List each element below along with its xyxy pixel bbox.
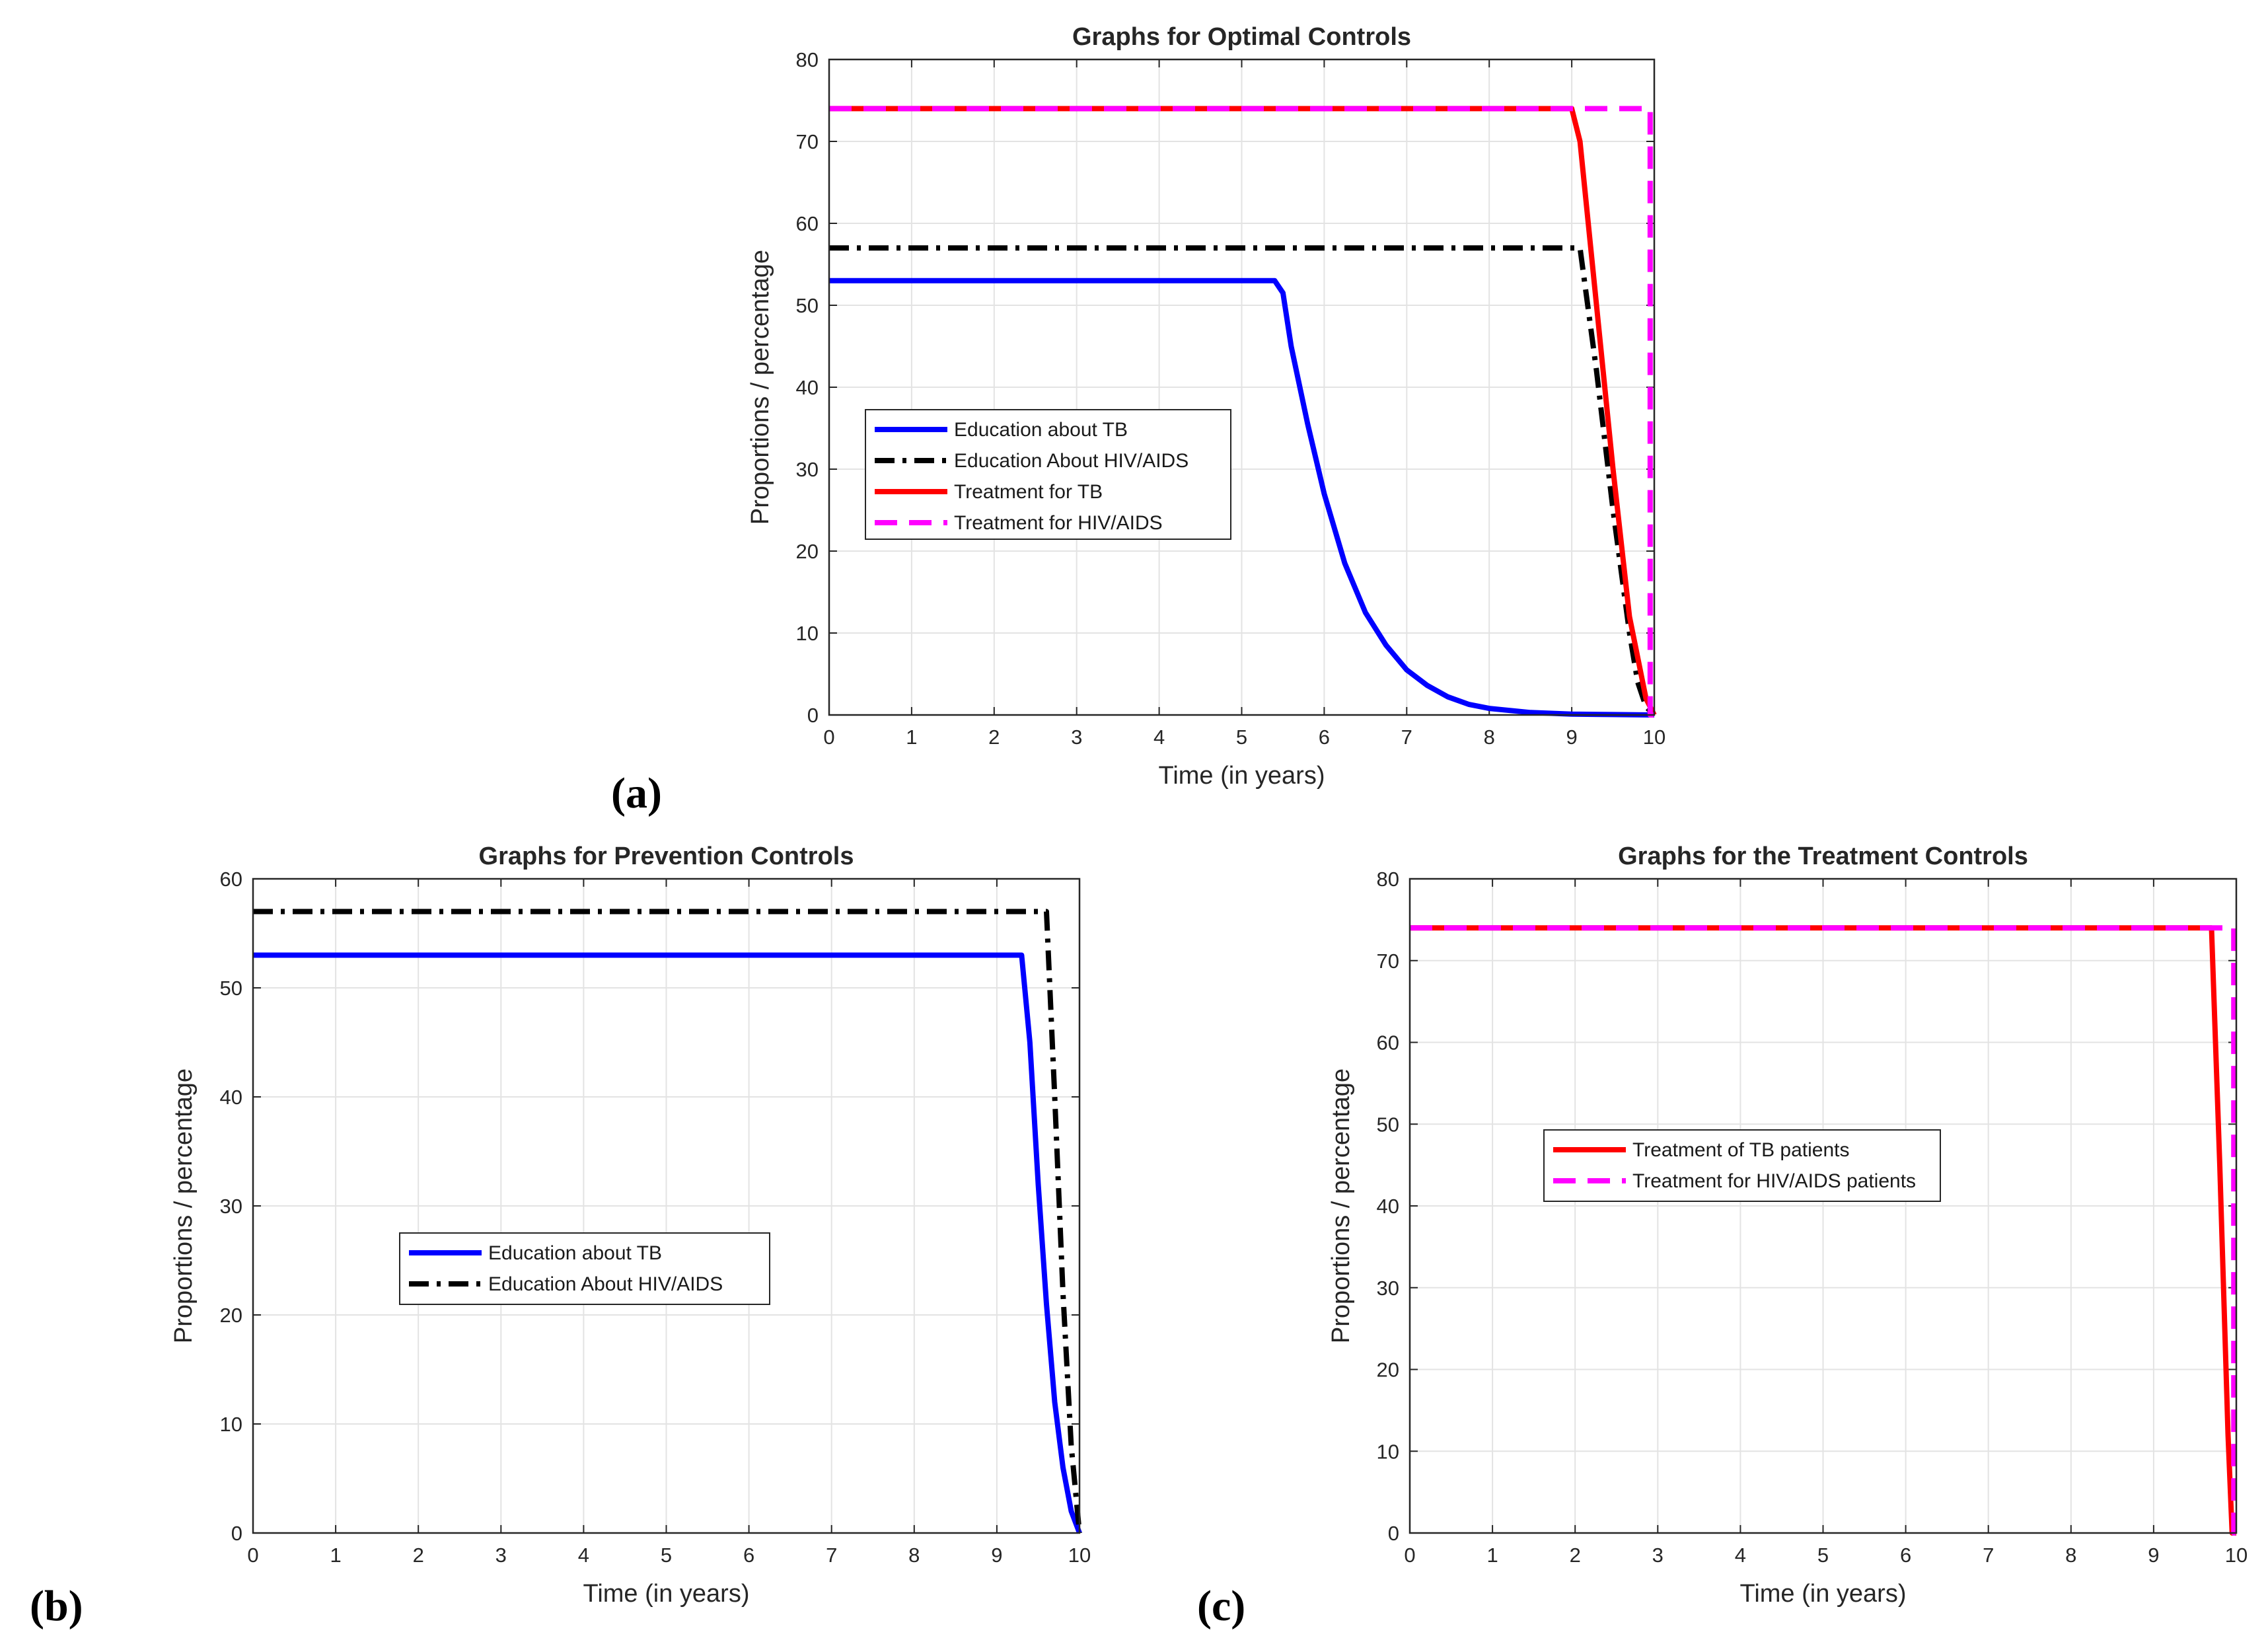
panel-label: (a) bbox=[611, 769, 662, 817]
x-axis-label: Time (in years) bbox=[583, 1580, 750, 1608]
y-tick-label: 50 bbox=[796, 294, 819, 317]
series-line-1 bbox=[253, 952, 1082, 1534]
y-tick-label: 60 bbox=[220, 868, 242, 891]
x-tick-label: 10 bbox=[2225, 1544, 2248, 1567]
y-tick-label: 30 bbox=[796, 458, 819, 481]
y-tick-label: 0 bbox=[807, 704, 819, 727]
legend: Education about TB Education About HIV/AI… bbox=[865, 409, 1231, 540]
y-tick-label: 10 bbox=[1377, 1440, 1399, 1463]
y-tick-label: 0 bbox=[231, 1522, 242, 1545]
x-tick-label: 3 bbox=[1071, 726, 1082, 749]
x-tick-label: 8 bbox=[908, 1544, 920, 1567]
y-axis-label: Proportions / percentage bbox=[1327, 1068, 1355, 1343]
x-tick-label: 4 bbox=[578, 1544, 589, 1567]
y-tick-label: 30 bbox=[220, 1195, 242, 1218]
x-tick-label: 6 bbox=[1900, 1544, 1911, 1567]
y-tick-label: 70 bbox=[796, 130, 819, 153]
x-tick-label: 0 bbox=[247, 1544, 258, 1567]
x-tick-label: 2 bbox=[413, 1544, 424, 1567]
x-tick-label: 1 bbox=[906, 726, 917, 749]
legend-box bbox=[399, 1232, 770, 1305]
x-tick-label: 9 bbox=[1566, 726, 1577, 749]
legend-entry-3: Treatment for TB bbox=[954, 481, 1103, 503]
chart-title: Graphs for the Treatment Controls bbox=[1618, 842, 2028, 870]
x-axis-label: Time (in years) bbox=[1740, 1580, 1907, 1608]
x-tick-label: 7 bbox=[1401, 726, 1412, 749]
y-tick-label: 10 bbox=[220, 1413, 242, 1436]
legend-entry-2: Education About HIV/AIDS bbox=[488, 1273, 723, 1295]
y-tick-label: 0 bbox=[1388, 1522, 1399, 1545]
x-tick-label: 8 bbox=[2065, 1544, 2076, 1567]
chart-title: Graphs for Optimal Controls bbox=[1072, 23, 1411, 51]
x-tick-label: 7 bbox=[826, 1544, 837, 1567]
y-tick-label: 20 bbox=[220, 1304, 242, 1327]
chart-c: 0 1 2 3 4 5 6 7 8 9 10 0 10 20 30 40 50 60 70 80 Graphs for … bbox=[1197, 842, 2248, 1630]
y-tick-label: 50 bbox=[1377, 1113, 1399, 1136]
x-tick-label: 0 bbox=[823, 726, 834, 749]
x-tick-label: 10 bbox=[1643, 726, 1665, 749]
x-tick-label: 5 bbox=[1817, 1544, 1829, 1567]
legend-entry-1: Treatment of TB patients bbox=[1632, 1139, 1850, 1161]
x-tick-label: 9 bbox=[2148, 1544, 2159, 1567]
y-tick-label: 10 bbox=[796, 622, 819, 645]
x-axis-label: Time (in years) bbox=[1159, 762, 1325, 790]
legend-entry-1: Education about TB bbox=[488, 1242, 662, 1264]
y-tick-label: 50 bbox=[220, 977, 242, 1000]
legend-box bbox=[1543, 1129, 1941, 1202]
y-tick-label: 30 bbox=[1377, 1277, 1399, 1300]
x-tick-label: 3 bbox=[495, 1544, 507, 1567]
x-tick-label: 6 bbox=[743, 1544, 754, 1567]
y-tick-label: 60 bbox=[1377, 1031, 1399, 1055]
legend-entry-2: Education About HIV/AIDS bbox=[954, 450, 1189, 472]
legend: Education about TB Education About HIV/AI… bbox=[399, 1232, 770, 1305]
x-tick-label: 1 bbox=[330, 1544, 341, 1567]
series-line-3 bbox=[829, 106, 1657, 716]
axes-frame bbox=[828, 58, 1656, 716]
axes-frame bbox=[1408, 878, 2238, 1534]
x-tick-label: 4 bbox=[1153, 726, 1165, 749]
y-tick-label: 40 bbox=[220, 1086, 242, 1109]
x-tick-label: 7 bbox=[1983, 1544, 1994, 1567]
x-tick-label: 5 bbox=[1236, 726, 1247, 749]
x-tick-label: 2 bbox=[1570, 1544, 1581, 1567]
y-tick-label: 40 bbox=[796, 376, 819, 399]
legend: Treatment of TB patients Treatment for HI… bbox=[1543, 1129, 1941, 1202]
y-tick-label: 40 bbox=[1377, 1195, 1399, 1218]
x-tick-label: 0 bbox=[1404, 1544, 1415, 1567]
x-tick-label: 9 bbox=[991, 1544, 1002, 1567]
x-tick-label: 4 bbox=[1735, 1544, 1746, 1567]
axes-frame bbox=[252, 878, 1081, 1534]
y-tick-label: 80 bbox=[1377, 868, 1399, 891]
series-line-1 bbox=[829, 278, 1655, 718]
y-tick-label: 80 bbox=[796, 48, 819, 71]
panel-label: (b) bbox=[30, 1582, 83, 1630]
series-line-2 bbox=[253, 909, 1082, 1534]
legend-entry-4: Treatment for HIV/AIDS bbox=[954, 512, 1163, 534]
x-tick-label: 5 bbox=[661, 1544, 672, 1567]
chart-b: 0 1 2 3 4 5 6 7 8 9 10 0 10 20 30 40 50 60 Graphs for Prev… bbox=[30, 842, 1091, 1630]
x-tick-label: 1 bbox=[1486, 1544, 1498, 1567]
y-tick-label: 70 bbox=[1377, 950, 1399, 973]
x-tick-label: 3 bbox=[1652, 1544, 1664, 1567]
series-line-2 bbox=[829, 245, 1656, 717]
x-tick-label: 6 bbox=[1319, 726, 1330, 749]
chart-title: Graphs for Prevention Controls bbox=[479, 842, 854, 870]
y-axis-label: Proportions / percentage bbox=[170, 1068, 198, 1343]
legend-entry-1: Education about TB bbox=[954, 419, 1128, 441]
y-tick-label: 60 bbox=[796, 212, 819, 235]
panel-label: (c) bbox=[1197, 1582, 1245, 1630]
legend-entry-2: Treatment for HIV/AIDS patients bbox=[1632, 1170, 1916, 1192]
chart-a: 0 1 2 3 4 5 6 7 8 9 10 0 10 20 30 40 50 60 70 80 Graphs for … bbox=[611, 23, 1665, 817]
y-tick-label: 20 bbox=[796, 540, 819, 563]
x-tick-label: 8 bbox=[1484, 726, 1495, 749]
y-axis-label: Proportions / percentage bbox=[747, 250, 774, 525]
y-tick-label: 20 bbox=[1377, 1359, 1399, 1382]
x-tick-label: 2 bbox=[988, 726, 1000, 749]
x-tick-label: 10 bbox=[1068, 1544, 1091, 1567]
